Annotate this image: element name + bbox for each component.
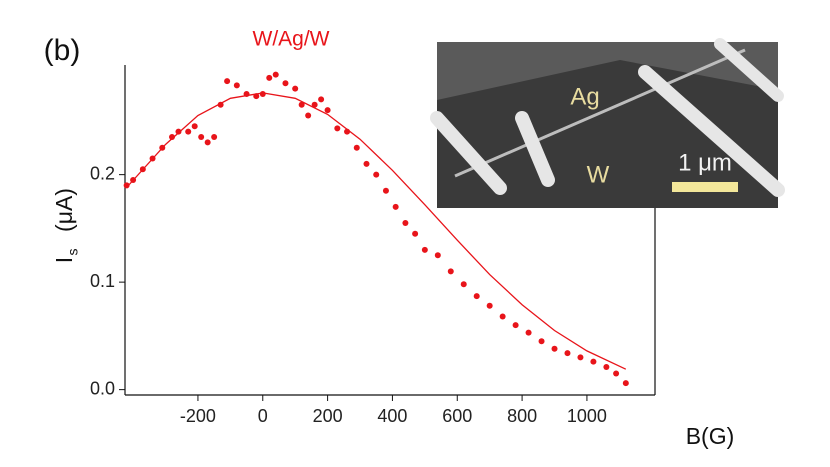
data-point bbox=[603, 364, 610, 371]
x-tick-label: 0 bbox=[258, 406, 268, 426]
chart-title: W/Ag/W bbox=[253, 28, 330, 51]
x-tick-label: 800 bbox=[507, 406, 537, 426]
plot-area: -200 0 200 400 600 800 1000 0.0 0.1 0.2 bbox=[90, 65, 656, 426]
data-point bbox=[577, 354, 584, 361]
data-point bbox=[185, 128, 192, 135]
w-electrode bbox=[638, 65, 785, 197]
w-electrode bbox=[714, 38, 784, 102]
fit-line bbox=[126, 92, 627, 370]
y-tick-label: 0.2 bbox=[90, 163, 115, 183]
scale-label: 1 μm bbox=[678, 149, 732, 176]
y-tick-label: 0.1 bbox=[90, 271, 115, 291]
data-point bbox=[392, 203, 399, 210]
data-point bbox=[198, 134, 205, 141]
data-point bbox=[486, 302, 493, 309]
ag-wire bbox=[454, 48, 746, 178]
data-point bbox=[421, 246, 428, 253]
data-point bbox=[311, 101, 318, 108]
data-point bbox=[622, 380, 629, 387]
y-tick-label: 0.0 bbox=[90, 378, 115, 398]
data-point bbox=[412, 230, 419, 237]
data-point bbox=[123, 182, 130, 189]
x-tick-label: 600 bbox=[442, 406, 472, 426]
data-point bbox=[538, 338, 545, 345]
x-tick-label: 400 bbox=[377, 406, 407, 426]
data-point bbox=[499, 313, 506, 320]
data-point bbox=[590, 358, 597, 365]
data-point bbox=[272, 71, 279, 78]
data-point bbox=[169, 134, 176, 141]
data-point bbox=[551, 345, 558, 352]
y-label-main: I bbox=[51, 257, 77, 263]
data-point bbox=[324, 107, 331, 114]
inset-label: W bbox=[587, 161, 610, 188]
data-point bbox=[211, 134, 218, 141]
data-point bbox=[473, 293, 480, 300]
data-point bbox=[353, 144, 360, 151]
y-axis-label: I s (μA) bbox=[51, 188, 81, 263]
inset-label: Ag bbox=[570, 83, 599, 110]
x-axis-label: B(G) bbox=[686, 423, 735, 449]
inset-image: Ag W 1 μm bbox=[430, 38, 785, 208]
scale-bar bbox=[672, 182, 738, 192]
data-point bbox=[233, 82, 240, 89]
data-point bbox=[373, 171, 380, 178]
data-point bbox=[266, 74, 273, 81]
data-point bbox=[402, 220, 409, 227]
x-tick-label: -200 bbox=[180, 406, 216, 426]
data-point bbox=[363, 160, 370, 167]
data-point bbox=[305, 112, 312, 119]
data-point bbox=[224, 78, 231, 85]
data-point bbox=[191, 123, 198, 130]
data-point bbox=[334, 125, 341, 132]
data-point bbox=[259, 91, 266, 98]
w-electrode bbox=[430, 111, 507, 195]
data-point bbox=[175, 128, 182, 135]
y-label-sub: s bbox=[65, 249, 81, 256]
data-point bbox=[460, 281, 467, 288]
data-point bbox=[298, 101, 305, 108]
y-label-unit: (μA) bbox=[51, 188, 77, 232]
data-point bbox=[282, 80, 289, 87]
data-point bbox=[613, 370, 620, 377]
data-point bbox=[564, 350, 571, 357]
data-point bbox=[204, 139, 211, 146]
x-tick-label: 200 bbox=[313, 406, 343, 426]
w-electrode bbox=[515, 111, 555, 187]
data-point bbox=[525, 329, 532, 336]
data-point bbox=[512, 322, 519, 329]
x-tick-label: 1000 bbox=[567, 406, 607, 426]
data-point bbox=[382, 187, 389, 194]
panel-label: (b) bbox=[44, 34, 81, 67]
data-point bbox=[292, 85, 299, 92]
inset-shade bbox=[437, 42, 778, 100]
data-point bbox=[318, 96, 325, 103]
data-point bbox=[434, 252, 441, 259]
data-point bbox=[447, 268, 454, 275]
